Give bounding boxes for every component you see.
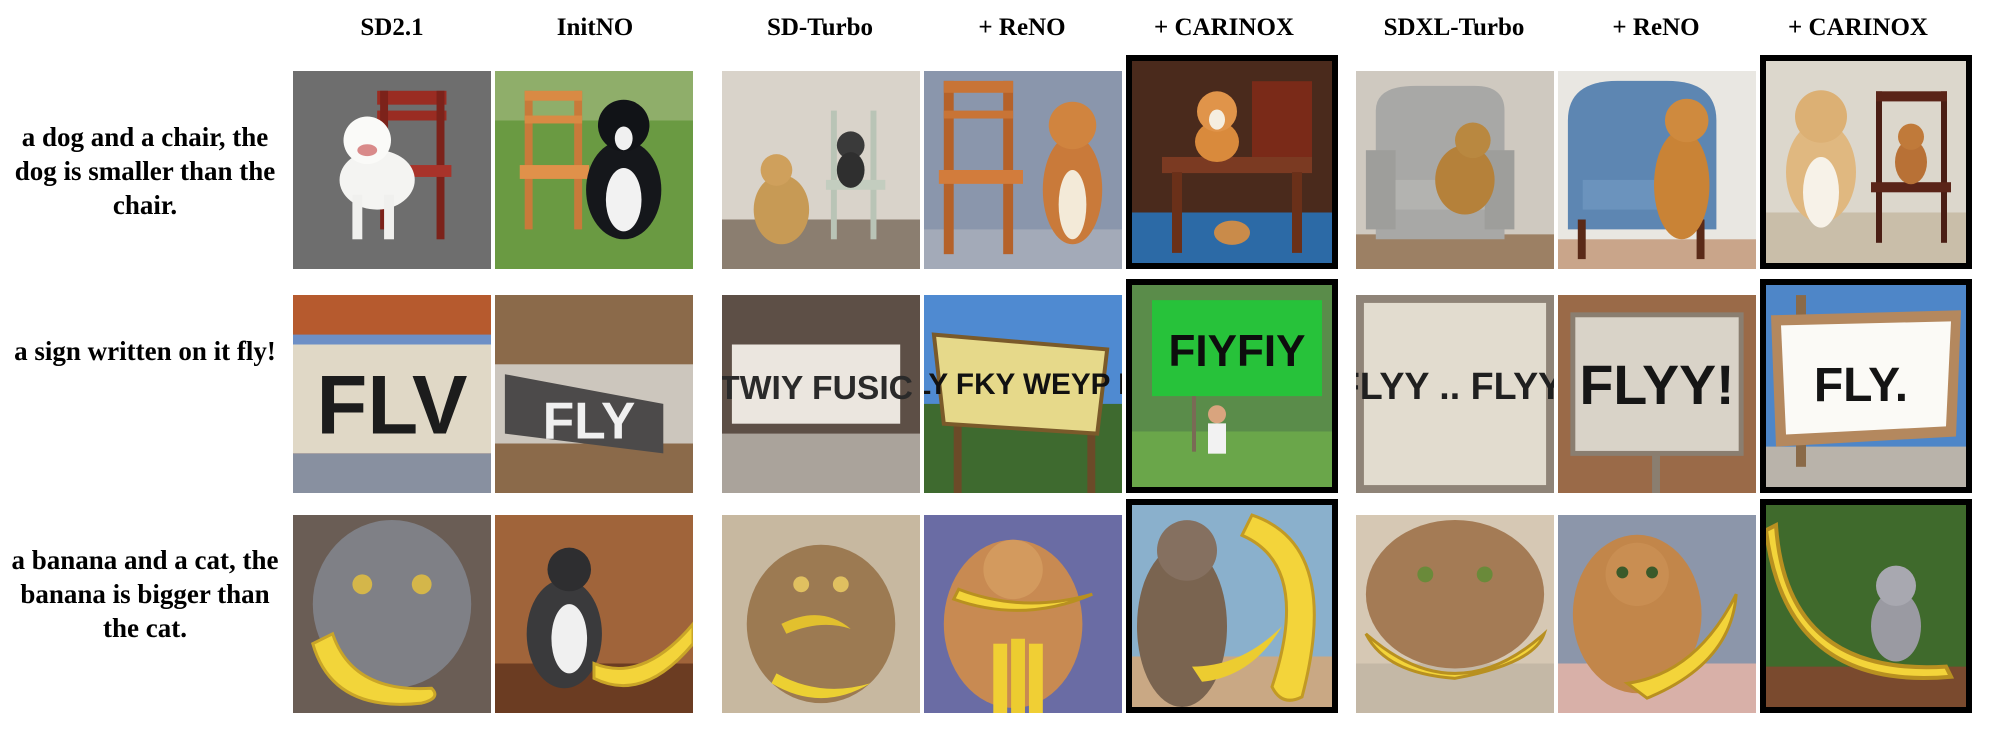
sign-text: FLYY! bbox=[1579, 354, 1734, 416]
image-dog-chair-sdxl-turbo-reno bbox=[1558, 71, 1756, 269]
image-dog-chair-sd21 bbox=[293, 71, 491, 269]
prompt-row-2: a sign written on it fly! bbox=[14, 336, 276, 366]
image-dog-chair-sdxl-turbo bbox=[1356, 71, 1554, 269]
prompt-row-1: a dog and a chair, the dog is smaller th… bbox=[14, 122, 276, 220]
sign-text: FLY bbox=[543, 392, 635, 450]
image-banana-cat-sdxl-turbo-carinox bbox=[1760, 499, 1972, 713]
sign-text: FLYY .. FLYY bbox=[1356, 365, 1554, 407]
prompt-row-3: a banana and a cat, the banana is bigger… bbox=[11, 545, 279, 643]
image-dog-chair-sdxl-turbo-carinox bbox=[1760, 55, 1972, 269]
sign-text: TWIY FUSIC bbox=[722, 370, 913, 407]
image-banana-cat-sd-turbo bbox=[722, 515, 920, 713]
image-sign-sd21: FLV bbox=[293, 295, 491, 493]
sign-text: FLY. bbox=[1814, 358, 1908, 412]
image-sign-sdxl-turbo-carinox: FLY. bbox=[1760, 279, 1972, 493]
image-sign-sdxl-turbo: FLYY .. FLYY bbox=[1356, 295, 1554, 493]
image-dog-chair-initno bbox=[495, 71, 693, 269]
image-sign-sd-turbo-carinox: FIYFIY bbox=[1126, 279, 1338, 493]
image-sign-sd-turbo: TWIY FUSIC bbox=[722, 295, 920, 493]
image-dog-chair-sd-turbo bbox=[722, 71, 920, 269]
image-banana-cat-initno bbox=[495, 515, 693, 713]
column-header-sdxl-turbo: SDXL-Turbo bbox=[1383, 14, 1525, 41]
image-banana-cat-sd21 bbox=[293, 515, 491, 713]
column-header-sd21: SD2.1 bbox=[360, 14, 424, 41]
image-sign-sd-turbo-reno: FLY FKY WEYP IM bbox=[924, 295, 1122, 493]
column-header-sd-turbo-reno: + ReNO bbox=[978, 14, 1066, 41]
column-header-sd-turbo-carinox: + CARINOX bbox=[1154, 14, 1294, 41]
image-banana-cat-sdxl-turbo-reno bbox=[1558, 515, 1756, 713]
column-header-sdxl-turbo-carinox: + CARINOX bbox=[1788, 14, 1928, 41]
image-banana-cat-sd-turbo-reno bbox=[924, 515, 1122, 713]
sign-text: FLV bbox=[317, 359, 468, 452]
sign-text: FLY FKY WEYP IM bbox=[924, 368, 1122, 401]
sign-text: FIYFIY bbox=[1169, 327, 1306, 376]
column-header-sdxl-turbo-reno: + ReNO bbox=[1612, 14, 1700, 41]
image-sign-initno: FLY bbox=[495, 295, 693, 493]
image-banana-cat-sd-turbo-carinox bbox=[1126, 499, 1338, 713]
image-dog-chair-sd-turbo-reno bbox=[924, 71, 1122, 269]
image-dog-chair-sd-turbo-carinox bbox=[1126, 55, 1338, 269]
image-banana-cat-sdxl-turbo bbox=[1356, 515, 1554, 713]
column-header-sd-turbo: SD-Turbo bbox=[766, 14, 874, 41]
column-header-initno: InitNO bbox=[556, 14, 634, 41]
image-sign-sdxl-turbo-reno: FLYY! bbox=[1558, 295, 1756, 493]
